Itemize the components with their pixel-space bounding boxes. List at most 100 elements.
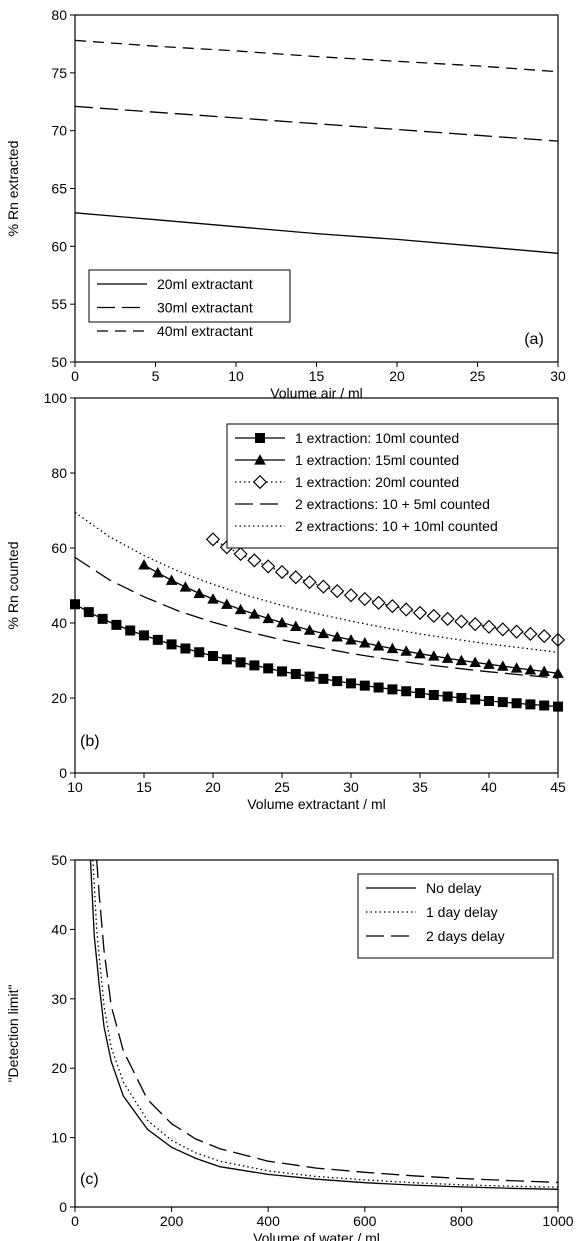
y-tick-label-0-3: 65 xyxy=(51,181,67,197)
series-line-2-0 xyxy=(89,860,558,1190)
x-tick-label-1-1: 15 xyxy=(136,779,152,795)
x-tick-label-0-5: 25 xyxy=(470,368,486,384)
data-point-1-1-10 xyxy=(276,616,288,628)
data-point-1-0-34 xyxy=(539,700,550,711)
plot-frame xyxy=(74,859,559,1208)
data-point-1-2-0 xyxy=(205,532,221,547)
panel-a: 0 5 10 15 20 25 30 50 55 60 65 70 75 80 Volume air / m… xyxy=(5,7,566,401)
x-tick-label-0-1: 5 xyxy=(152,368,160,384)
y-tick-label-2-4: 40 xyxy=(51,921,67,937)
x-axis-label-0: Volume air / ml xyxy=(270,385,363,401)
data-point-1-0-12 xyxy=(235,657,246,668)
legend-label-0-0: 20ml extractant xyxy=(157,276,253,292)
data-point-1-1-16 xyxy=(359,637,371,648)
data-point-1-1-8 xyxy=(248,608,261,619)
x-tick-label-1-7: 45 xyxy=(550,779,566,795)
data-point-1-1-24 xyxy=(469,656,481,667)
x-tick-label-0-3: 15 xyxy=(309,368,325,384)
data-point-1-1-13 xyxy=(317,627,330,639)
data-point-1-1-5 xyxy=(207,593,219,604)
panel-label-2: (c) xyxy=(80,1171,99,1188)
legend-label-2-0: No delay xyxy=(426,880,481,896)
data-point-1-2-17 xyxy=(440,611,455,626)
data-point-1-2-5 xyxy=(274,564,290,580)
x-tick-label-2-4: 800 xyxy=(450,1213,474,1229)
data-point-1-2-6 xyxy=(288,570,303,585)
y-tick-label-0-0: 50 xyxy=(51,354,67,370)
data-point-1-2-15 xyxy=(412,605,428,620)
x-tick-label-0-4: 20 xyxy=(389,368,405,384)
y-tick-label-1-4: 80 xyxy=(51,465,67,481)
data-point-1-2-4 xyxy=(261,559,276,574)
data-point-1-1-22 xyxy=(441,652,454,663)
data-point-1-0-31 xyxy=(497,697,508,708)
data-point-1-0-30 xyxy=(484,696,494,706)
data-point-1-2-24 xyxy=(537,629,552,644)
x-tick-label-2-2: 400 xyxy=(257,1213,281,1229)
data-point-1-2-18 xyxy=(454,614,469,629)
panel-label-0: (a) xyxy=(524,331,544,348)
data-point-1-1-11 xyxy=(290,620,302,631)
plot-frame xyxy=(74,397,559,774)
x-tick-label-1-0: 10 xyxy=(67,779,83,795)
data-point-1-0-16 xyxy=(290,669,301,679)
legend-label-1-4: 2 extractions: 10 + 10ml counted xyxy=(295,518,498,534)
data-point-1-0-1 xyxy=(83,607,94,618)
legend-label-1-0: 1 extraction: 10ml counted xyxy=(295,430,459,446)
legend-label-2-2: 2 days delay xyxy=(426,928,505,944)
data-point-1-1-25 xyxy=(483,658,495,669)
legend-label-1-2: 1 extraction: 20ml counted xyxy=(295,474,459,490)
x-axis-label-1: Volume extractant / ml xyxy=(247,796,386,812)
data-point-1-0-18 xyxy=(318,673,329,684)
data-point-1-2-13 xyxy=(385,599,400,614)
legend-label-1-3: 2 extractions: 10 + 5ml counted xyxy=(295,496,490,512)
y-tick-label-0-6: 80 xyxy=(51,7,67,23)
data-point-1-1-0 xyxy=(138,559,150,570)
legend-marker-1-1 xyxy=(254,454,266,465)
data-point-1-0-7 xyxy=(166,639,177,650)
y-tick-label-2-3: 30 xyxy=(51,991,67,1007)
x-tick-label-2-3: 600 xyxy=(353,1213,377,1229)
panel-c: 0 200 400 600 800 1000 0 10 20 30 40 50 Volume of wa… xyxy=(5,852,574,1241)
data-point-1-0-29 xyxy=(470,694,481,705)
data-point-1-1-1 xyxy=(152,567,164,578)
series-line-0-1 xyxy=(75,105,558,142)
data-point-1-0-10 xyxy=(208,651,218,661)
x-tick-label-2-1: 200 xyxy=(160,1213,184,1229)
y-tick-label-1-1: 20 xyxy=(51,690,67,706)
series-line-0-0 xyxy=(75,212,558,254)
x-axis-label-2: Volume of water / ml xyxy=(253,1230,380,1241)
data-point-1-2-8 xyxy=(316,579,331,594)
data-point-1-1-26 xyxy=(497,660,509,671)
data-point-1-0-32 xyxy=(511,698,522,709)
data-point-1-1-14 xyxy=(331,631,343,642)
x-tick-label-1-2: 20 xyxy=(205,779,221,795)
y-axis-label-2: "Detection limit" xyxy=(5,985,21,1083)
data-point-1-2-21 xyxy=(495,622,510,637)
data-point-1-2-20 xyxy=(481,619,497,634)
data-point-1-0-26 xyxy=(428,690,439,700)
data-point-1-1-6 xyxy=(221,598,233,609)
data-point-1-0-2 xyxy=(97,613,108,624)
legend-marker-1-0 xyxy=(255,433,265,443)
x-tick-label-0-2: 10 xyxy=(228,368,244,384)
data-point-1-1-4 xyxy=(193,587,205,598)
data-point-1-1-29 xyxy=(538,665,550,676)
data-point-1-1-17 xyxy=(372,640,385,651)
y-tick-label-1-0: 0 xyxy=(59,765,67,781)
data-point-1-2-19 xyxy=(468,617,483,632)
data-point-1-2-10 xyxy=(343,588,359,603)
y-tick-label-0-5: 75 xyxy=(51,65,67,81)
data-point-1-0-19 xyxy=(332,676,343,687)
y-tick-label-2-5: 50 xyxy=(51,852,67,868)
data-point-1-1-21 xyxy=(428,650,440,661)
y-tick-label-0-4: 70 xyxy=(51,123,67,139)
data-point-1-2-23 xyxy=(523,626,538,641)
data-point-1-0-9 xyxy=(194,647,205,658)
series-line-1-4 xyxy=(75,511,558,653)
y-tick-label-2-0: 0 xyxy=(59,1199,67,1215)
data-point-1-0-14 xyxy=(263,663,274,674)
data-point-1-2-22 xyxy=(509,624,524,639)
series-line-1-0 xyxy=(75,603,558,708)
